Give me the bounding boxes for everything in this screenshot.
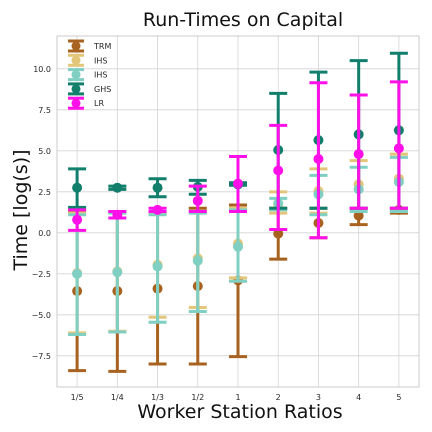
x-tick-label: 4 [356,393,361,402]
mean-point [72,214,83,225]
mean-point [152,204,163,215]
mean-point [152,182,163,193]
x-axis-title: Worker Station Ratios [137,401,342,423]
series-lr-4 [68,80,408,240]
y-tick-label: 2.5 [38,188,51,197]
legend-item: IHS [68,53,107,67]
x-tick-label: 1/3 [151,393,164,402]
series-layer [68,51,408,373]
legend-label: LR [94,99,104,108]
legend-swatch-point [71,98,81,108]
x-tick-labels: 1/5 1/4 1/3 1/2 1 2 3 4 5 [71,393,402,402]
x-tick-label: 2 [276,393,281,402]
mean-point [152,261,163,272]
mean-point [233,178,243,189]
y-axis-title: Time [log(s)] [10,149,32,271]
legend-swatch-point [71,41,81,51]
y-tick-label: 7.5 [38,106,51,115]
mean-point [353,210,364,221]
legend: TRM IHS IHS GHS LR [68,39,111,110]
y-tick-label: 10.0 [33,65,51,74]
y-tick-labels: −7.5 −5.0 −2.5 0.0 2.5 5.0 7.5 10.0 [32,65,51,361]
legend-item: GHS [68,82,111,96]
legend-swatch-point [71,70,81,80]
y-tick-label: −2.5 [32,270,51,279]
mean-point [112,267,123,278]
legend-swatch-point [71,55,81,65]
x-tick-label: 1/2 [191,393,204,402]
plot-border [56,35,420,388]
legend-item: IHS [68,68,107,82]
legend-label: IHS [94,56,107,65]
mean-point [72,182,83,193]
y-tick-label: −7.5 [32,352,51,361]
legend-item: LR [68,96,104,110]
x-tick-label: 5 [396,393,401,402]
plot-frame [56,35,420,388]
mean-point [273,165,284,176]
mean-point [72,268,83,279]
legend-label: GHS [94,85,111,94]
chart-title: Run-Times on Capital [143,9,343,31]
mean-point [273,228,284,239]
mean-point [192,255,203,266]
mean-point [313,154,324,165]
y-tick-label: −5.0 [32,311,51,320]
x-tick-label: 1/4 [111,393,124,402]
y-tick-label: 5.0 [38,147,51,156]
legend-label: TRM [93,42,111,51]
x-tick-label: 1 [235,393,240,402]
mean-point [353,149,364,160]
x-tick-label: 3 [316,393,321,402]
legend-label: IHS [94,71,107,80]
mean-point [233,241,243,252]
x-tick-label: 1/5 [71,393,84,402]
mean-point [112,209,123,220]
legend-swatch-point [71,84,81,94]
mean-point [192,195,203,206]
legend-item: TRM [68,39,111,53]
mean-point [112,182,123,193]
y-tick-label: 0.0 [38,229,51,238]
mean-point [393,143,404,154]
